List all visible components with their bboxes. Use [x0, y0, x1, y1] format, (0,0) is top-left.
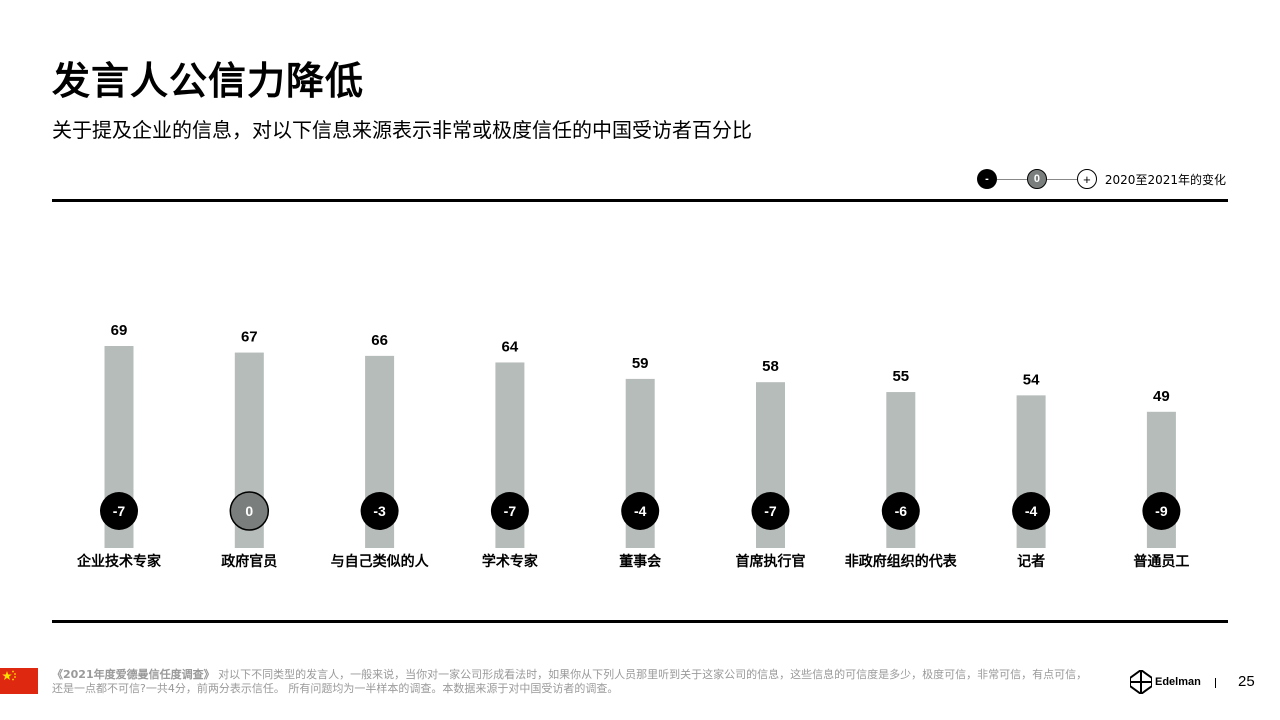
value-label: 64	[502, 338, 519, 355]
change-marker	[100, 492, 138, 530]
legend-positive-marker: +	[1076, 169, 1097, 189]
change-legend: - 0 + 2020至2021年的变化	[976, 166, 1226, 192]
page-subtitle: 关于提及企业的信息，对以下信息来源表示非常或极度信任的中国受访者百分比	[52, 118, 752, 142]
value-label: 55	[892, 368, 909, 385]
change-label: -9	[1155, 503, 1168, 519]
legend-label: 2020至2021年的变化	[1104, 172, 1226, 187]
change-marker	[881, 492, 920, 530]
category-label: 记者	[1017, 554, 1045, 570]
page-number: 25	[1238, 673, 1255, 690]
logo-text: Edelman	[1155, 676, 1201, 688]
change-marker	[751, 492, 790, 530]
legend-negative-marker: -	[976, 169, 997, 189]
value-label: 49	[1153, 388, 1170, 405]
category-label: 学术专家	[482, 553, 539, 570]
category-label: 董事会	[619, 553, 662, 570]
edelman-logo-icon	[1130, 670, 1152, 694]
value-label: 69	[111, 322, 128, 339]
category-label: 企业技术专家	[76, 553, 162, 570]
value-label: 59	[632, 355, 649, 372]
bar-chart: 69 -7 企业技术专家 67 0 政府官员 66 -3 与自己类似的人 64 -7 学术专家 59 -4…	[76, 322, 1189, 570]
change-marker	[360, 492, 399, 530]
page-title: 发言人公信力降低	[52, 59, 365, 103]
category-label: 与自己类似的人	[331, 553, 430, 570]
category-label: 政府官员	[221, 553, 277, 570]
category-label: 非政府组织的代表	[845, 553, 958, 570]
change-label: -6	[895, 503, 908, 519]
value-label: 67	[241, 329, 258, 346]
edelman-logo: Edelman	[1130, 670, 1201, 694]
change-marker	[229, 491, 270, 531]
change-label: -7	[764, 503, 777, 519]
value-label: 58	[762, 358, 779, 375]
legend-connector	[1046, 178, 1077, 180]
value-label: 54	[1023, 371, 1040, 388]
page-separator	[1215, 678, 1216, 688]
footer-note: 《2021年度爱德曼信任度调查》 对以下不同类型的发言人，一般来说，当你对一家公…	[52, 668, 1092, 696]
change-label: -4	[634, 503, 647, 519]
change-label: 0	[245, 503, 253, 519]
change-label: -7	[113, 503, 126, 519]
top-rule	[52, 199, 1228, 202]
bottom-rule	[52, 620, 1228, 623]
china-flag-icon	[0, 668, 38, 694]
change-label: -7	[504, 503, 517, 519]
change-label: -4	[1025, 503, 1038, 519]
change-marker	[621, 492, 660, 530]
category-label: 普通员工	[1133, 553, 1189, 570]
survey-name: 《2021年度爱德曼信任度调查》	[52, 668, 215, 681]
change-marker	[490, 492, 529, 530]
change-label: -3	[373, 503, 386, 519]
change-marker	[1012, 492, 1051, 530]
change-marker	[1142, 492, 1181, 530]
value-label: 66	[371, 332, 388, 349]
category-label: 首席执行官	[736, 553, 806, 570]
legend-connector	[996, 178, 1027, 180]
survey-note: 对以下不同类型的发言人，一般来说，当你对一家公司形成看法时，如果你从下列人员那里…	[52, 668, 1088, 695]
legend-zero-marker: 0	[1026, 169, 1047, 189]
